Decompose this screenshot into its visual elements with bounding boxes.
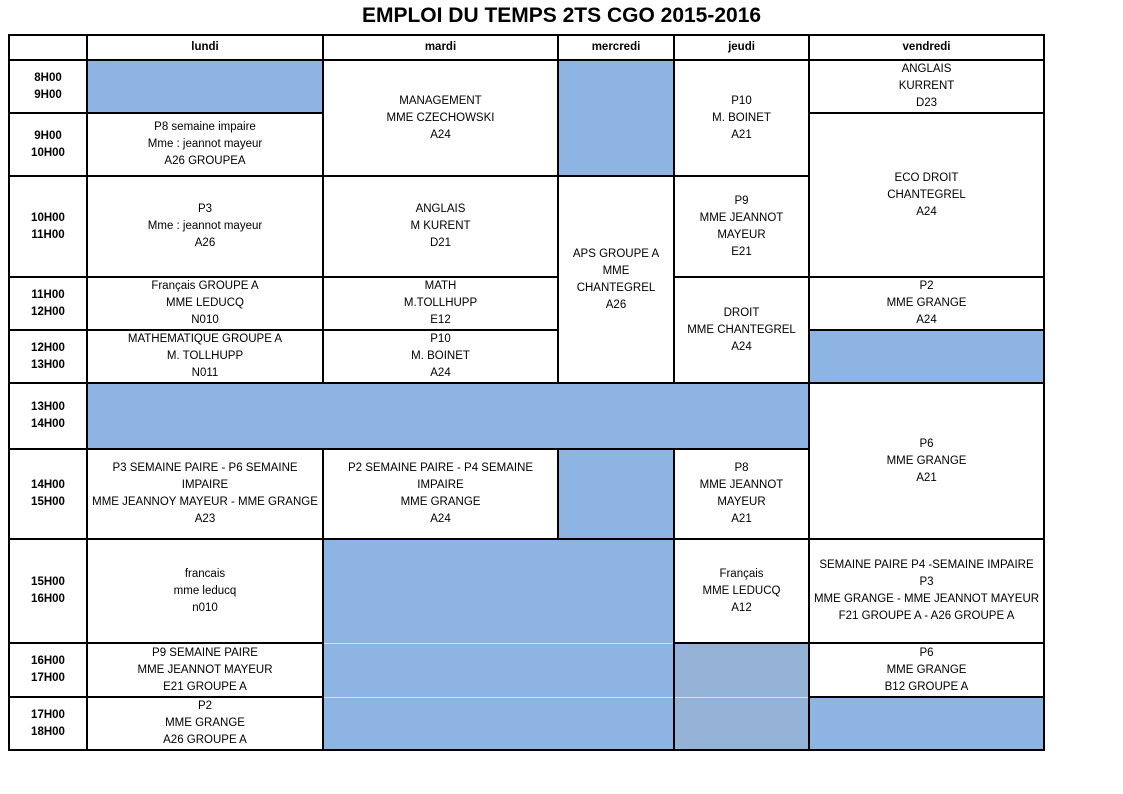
cell-jeudi-11h00-13h00: DROIT MME CHANTEGREL A24: [673, 276, 810, 384]
cell-lundi-15h00-16h00: francais mme leducq n010: [86, 538, 324, 644]
header-row: lundi mardi mercredi jeudi vendredi: [8, 34, 1045, 61]
row-10h00-11h00: 10H00 11H00 P3 Mme : jeannot mayeur A26 ANG…: [8, 175, 1044, 384]
cell-vendredi-15h00-16h00: SEMAINE PAIRE P4 -SEMAINE IMPAIRE P3 MME …: [808, 538, 1045, 644]
page-title: EMPLOI DU TEMPS 2TS CGO 2015-2016: [361, 4, 762, 27]
cell-vendredi-9h00-11h00: ECO DROIT CHANTEGREL A24: [808, 112, 1045, 278]
day-header-mardi: mardi: [322, 34, 559, 61]
time-slot-16h00-17h00: 16H00 17H00: [8, 642, 88, 698]
blocked-cell-mercredi-14h00-15h00: [557, 448, 675, 540]
timetable: lundi mardi mercredi jeudi vendredi 8H00…: [8, 34, 1045, 751]
cell-lundi-9h00-10h00: P8 semaine impaire Mme : jeannot mayeur A2…: [86, 112, 324, 177]
row-17h00-18h00: 17H00 18H00 P2 MME GRANGE A26 GROUPE A: [8, 696, 1045, 751]
row-14h00-15h00: 14H00 15H00 P3 SEMAINE PAIRE - P6 SEMAINE…: [8, 448, 1044, 540]
blocked-block-mardi-mercredi-15h00-18h00: [322, 538, 675, 751]
time-slot-17h00-18h00: 17H00 18H00: [8, 696, 88, 751]
day-header-mercredi: mercredi: [557, 34, 675, 61]
cell-vendredi-8h00-9h00: ANGLAIS KURRENT D23: [808, 59, 1045, 114]
row-16h00-17h00: 16H00 17H00 P9 SEMAINE PAIRE MME JEANNOT M…: [8, 642, 1045, 751]
row-8h00-9h00: 8H00 9H00 MANAGEMENT MME CZECHOWSKI A24 P10…: [8, 59, 1045, 177]
blocked-band-13h00-14h00: [86, 382, 810, 450]
cell-mercredi-10h00-13h00: APS GROUPE A MME CHANTEGREL A26: [557, 175, 675, 384]
cell-lundi-17h00-18h00: P2 MME GRANGE A26 GROUPE A: [86, 696, 324, 751]
time-slot-14h00-15h00: 14H00 15H00: [8, 448, 88, 540]
time-slot-15h00-16h00: 15H00 16H00: [8, 538, 88, 644]
row-11h00-12h00: 11H00 12H00 Français GROUPE A MME LEDUCQ N0…: [8, 276, 1045, 384]
blocked-cell-lundi-8h00-9h00: [86, 59, 324, 114]
time-slot-8h00-9h00: 8H00 9H00: [8, 59, 88, 114]
cell-mardi-10h00-11h00: ANGLAIS M KURENT D21: [322, 175, 559, 278]
time-slot-13h00-14h00: 13H00 14H00: [8, 382, 88, 450]
time-slot-12h00-13h00: 12H00 13H00: [8, 329, 88, 384]
cell-vendredi-16h00-17h00: P6 MME GRANGE B12 GROUPE A: [808, 642, 1045, 698]
row-15h00-16h00: 15H00 16H00 francais mme leducq n010 França…: [8, 538, 1045, 751]
grid-hairline: [325, 696, 672, 698]
row-13h00-14h00: 13H00 14H00 P6 MME GRANGE A21: [8, 382, 1045, 540]
cell-jeudi-14h00-15h00: P8 MME JEANNOT MAYEUR A21: [673, 448, 810, 540]
cell-lundi-11h00-12h00: Français GROUPE A MME LEDUCQ N010: [86, 276, 324, 331]
cell-lundi-16h00-17h00: P9 SEMAINE PAIRE MME JEANNOT MAYEUR E21 GR…: [86, 642, 324, 698]
cell-mardi-14h00-15h00: P2 SEMAINE PAIRE - P4 SEMAINE IMPAIRE MME…: [322, 448, 559, 540]
cell-jeudi-8h00-10h00: P10 M. BOINET A21: [673, 59, 810, 177]
time-slot-11h00-12h00: 11H00 12H00: [8, 276, 88, 331]
cell-jeudi-15h00-16h00: Français MME LEDUCQ A12: [673, 538, 810, 644]
cell-lundi-10h00-11h00: P3 Mme : jeannot mayeur A26: [86, 175, 324, 278]
time-slot-10h00-11h00: 10H00 11H00: [8, 175, 88, 278]
cell-mardi-11h00-12h00: MATH M.TOLLHUPP E12: [322, 276, 559, 331]
blocked-cell-mercredi-8h00-10h00: [557, 59, 675, 177]
row-12h00-13h00: 12H00 13H00 MATHEMATIQUE GROUPE A M. TOLLH…: [8, 329, 1045, 384]
time-slot-9h00-10h00: 9H00 10H00: [8, 112, 88, 177]
day-header-lundi: lundi: [86, 34, 324, 61]
cell-jeudi-10h00-11h00: P9 MME JEANNOT MAYEUR E21: [673, 175, 810, 278]
row-9h00-10h00: 9H00 10H00 P8 semaine impaire Mme : jeanno…: [8, 112, 1045, 278]
cell-mardi-8h00-10h00: MANAGEMENT MME CZECHOWSKI A24: [322, 59, 559, 177]
grid-hairline: [676, 697, 807, 699]
day-header-jeudi: jeudi: [673, 34, 810, 61]
cell-lundi-12h00-13h00: MATHEMATIQUE GROUPE A M. TOLLHUPP N011: [86, 329, 324, 384]
corner-spacer: [8, 34, 88, 61]
day-header-vendredi: vendredi: [808, 34, 1045, 61]
blocked-cell-vendredi-12h00-13h00: [808, 329, 1045, 384]
blocked-cell-vendredi-17h00-18h00: [808, 696, 1045, 751]
cell-mardi-12h00-13h00: P10 M. BOINET A24: [322, 329, 559, 384]
grid-hairline: [325, 643, 672, 645]
cell-lundi-14h00-15h00: P3 SEMAINE PAIRE - P6 SEMAINE IMPAIRE MME…: [86, 448, 324, 540]
blocked-block-jeudi-16h00-18h00: [673, 642, 810, 751]
cell-vendredi-11h00-12h00: P2 MME GRANGE A24: [808, 276, 1045, 331]
cell-vendredi-13h00-15h00: P6 MME GRANGE A21: [808, 382, 1045, 540]
